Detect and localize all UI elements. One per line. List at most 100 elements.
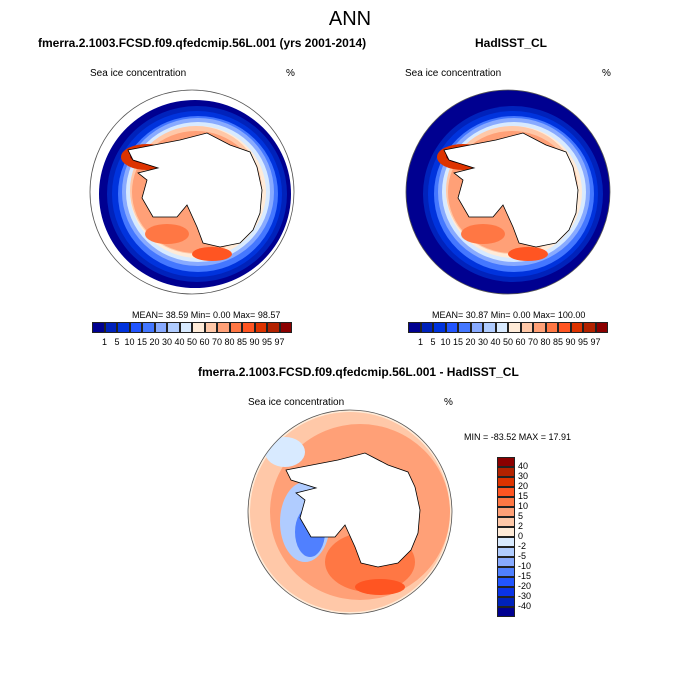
obs-colorbar-swatch [583,322,596,333]
diff-colorbar-swatch [497,567,515,577]
map-boundary [405,89,611,295]
model-colorbar-swatch [92,322,105,333]
obs-colorbar-tick-label: 30 [477,337,488,347]
diff-colorbar-swatch [497,607,515,617]
diff-colorbar-swatch [497,587,515,597]
panel1-units-label: % [286,68,295,79]
panel3-variable-label: Sea ice concentration [248,397,345,408]
obs-colorbar-tick-label: 70 [527,337,538,347]
figure-title: ANN [328,8,372,30]
obs-colorbar-tick-label: 80 [540,337,551,347]
diff-colorbar-swatch [497,477,515,487]
obs-colorbar-swatch [433,322,446,333]
diff-colorbar-swatch [497,547,515,557]
model-colorbar-swatch [267,322,280,333]
model-colorbar-swatch [217,322,230,333]
model-colorbar-swatch [154,322,167,333]
obs-colorbar-swatch [470,322,483,333]
diff-colorbar-swatch [497,577,515,587]
model-colorbar-tick-label: 95 [261,337,272,347]
model-colorbar-tick-label: 30 [161,337,172,347]
obs-colorbar-tick-label: 1 [417,337,423,347]
panel1-title: fmerra.2.1003.FCSD.f09.qfedcmip.56L.001 … [38,36,367,50]
obs-colorbar-tick-label: 85 [552,337,563,347]
panel2-stats: MEAN= 30.87 Min= 0.00 Max= 100.00 [432,310,586,320]
diff-colorbar-tick-label: -2 [518,541,527,551]
obs-colorbar-swatch [420,322,433,333]
panel1-variable-label: Sea ice concentration [90,68,187,79]
obs-colorbar-swatch [508,322,521,333]
diff-colorbar-tick-label: 20 [518,481,529,491]
model-colorbar-tick-label: 60 [199,337,210,347]
obs-colorbar-swatch [570,322,583,333]
model-colorbar-tick-label: 80 [224,337,235,347]
diff-colorbar-tick-label: 30 [518,471,529,481]
obs-colorbar-swatch [545,322,558,333]
obs-colorbar-swatch [558,322,571,333]
obs-colorbar-tick-label: 95 [577,337,588,347]
model-colorbar-swatch [167,322,180,333]
model-colorbar-tick-label: 85 [236,337,247,347]
obs-colorbar-tick-label: 40 [490,337,501,347]
model-colorbar-swatch [192,322,205,333]
obs-colorbar-swatch [495,322,508,333]
antarctica-coastline [443,132,579,248]
diff-colorbar-swatch [497,517,515,527]
obs-colorbar-swatch [520,322,533,333]
map-boundary [89,89,295,295]
obs-map [405,89,611,295]
diff-colorbar-swatch [497,497,515,507]
diff-colorbar-swatch [497,467,515,477]
diff-colorbar-tick-label: 2 [518,521,524,531]
diff-map [247,409,453,615]
obs-colorbar-tick-label: 5 [430,337,436,347]
model-colorbar-tick-label: 1 [101,337,107,347]
model-colorbar-swatch [142,322,155,333]
diff-colorbar-swatch [497,487,515,497]
model-colorbar-tick-label: 70 [211,337,222,347]
panel1-stats: MEAN= 38.59 Min= 0.00 Max= 98.57 [132,310,281,320]
panel2-units-label: % [602,68,611,79]
model-colorbar-swatch [179,322,192,333]
panel3-units-label: % [444,397,453,408]
diff-colorbar-tick-label: 5 [518,511,524,521]
model-colorbar-tick-label: 90 [249,337,260,347]
obs-colorbar-tick-label: 60 [515,337,526,347]
model-map [89,89,295,295]
obs-colorbar-swatch [408,322,421,333]
diff-colorbar-tick-label: 0 [518,531,524,541]
obs-colorbar-tick-label: 10 [440,337,451,347]
diff-colorbar-tick-label: 10 [518,501,529,511]
model-colorbar-swatch [242,322,255,333]
diff-colorbar-swatch [497,557,515,567]
model-colorbar-swatch [104,322,117,333]
antarctica-coastline [285,452,421,568]
model-colorbar-tick-label: 50 [186,337,197,347]
diff-colorbar-swatch [497,537,515,547]
diff-colorbar-swatch [497,597,515,607]
model-colorbar-swatch [229,322,242,333]
model-colorbar-tick-label: 20 [149,337,160,347]
panel3-title: fmerra.2.1003.FCSD.f09.qfedcmip.56L.001 … [198,365,519,379]
obs-colorbar-swatch [595,322,608,333]
diff-colorbar-tick-label: 15 [518,491,529,501]
obs-colorbar-tick-label: 97 [590,337,601,347]
diff-colorbar-tick-label: -30 [518,591,532,601]
model-colorbar-swatch [204,322,217,333]
diff-colorbar-swatch [497,457,515,467]
panel3-stats: MIN = -83.52 MAX = 17.91 [464,432,572,442]
obs-colorbar-swatch [533,322,546,333]
model-colorbar-tick-label: 97 [274,337,285,347]
panel2-variable-label: Sea ice concentration [405,68,502,79]
antarctica-coastline [127,132,263,248]
obs-colorbar-tick-label: 90 [565,337,576,347]
panel2-title: HadISST_CL [475,36,548,50]
diff-colorbar-swatch [497,507,515,517]
obs-colorbar-tick-label: 50 [502,337,513,347]
diff-colorbar-swatch [497,527,515,537]
diff-colorbar-tick-label: -15 [518,571,532,581]
obs-colorbar-swatch [483,322,496,333]
model-colorbar-swatch [117,322,130,333]
